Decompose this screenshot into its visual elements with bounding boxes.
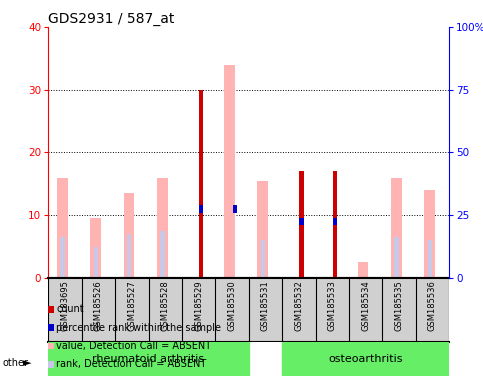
Text: osteoarthritis: osteoarthritis [328,354,403,364]
Bar [48,342,249,376]
Bar [333,218,337,225]
Text: other: other [2,358,28,368]
Text: GSM183695: GSM183695 [60,280,70,331]
Bar [60,237,65,278]
Bar [257,181,268,278]
Bar [57,178,68,278]
Bar [157,178,168,278]
Bar [282,342,449,376]
Text: value, Detection Call = ABSENT: value, Detection Call = ABSENT [56,341,211,351]
Text: percentile rank within the sample: percentile rank within the sample [56,323,221,333]
Text: GSM185531: GSM185531 [261,280,270,331]
Bar [425,190,435,278]
Text: GSM185528: GSM185528 [161,280,170,331]
Text: GSM185530: GSM185530 [227,280,237,331]
Bar [357,262,369,278]
Text: GSM185532: GSM185532 [294,280,303,331]
Bar [199,205,203,213]
Bar [394,237,398,278]
Text: ►: ► [23,358,32,368]
Text: count: count [56,304,84,314]
Bar [232,205,237,213]
Bar [160,231,165,278]
Bar [90,218,101,278]
Text: GSM185533: GSM185533 [328,280,337,331]
Bar [261,240,265,278]
Bar [124,193,134,278]
Text: rheumatoid arthritis: rheumatoid arthritis [92,354,205,364]
Text: GSM185535: GSM185535 [395,280,404,331]
Bar [391,178,402,278]
Text: GSM185534: GSM185534 [361,280,370,331]
Text: rank, Detection Call = ABSENT: rank, Detection Call = ABSENT [56,359,206,369]
Bar [127,234,131,278]
Bar [299,171,304,278]
Text: GSM185526: GSM185526 [94,280,103,331]
Text: GSM185527: GSM185527 [128,280,136,331]
Bar [333,171,337,278]
Text: GSM185536: GSM185536 [428,280,437,331]
Bar [199,90,203,278]
Bar [299,218,304,225]
Text: GDS2931 / 587_at: GDS2931 / 587_at [48,12,175,26]
Text: GSM185529: GSM185529 [194,280,203,331]
Bar [427,240,432,278]
Bar [224,65,235,278]
Bar [94,247,98,278]
